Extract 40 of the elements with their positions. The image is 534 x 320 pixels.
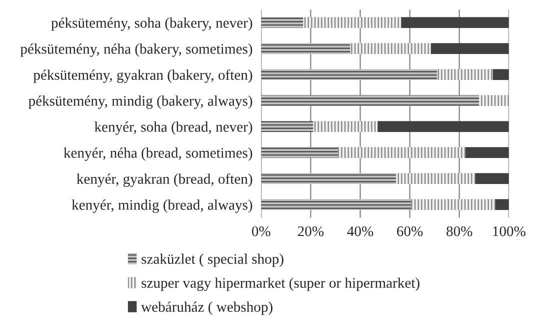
bar <box>313 121 378 132</box>
bar <box>261 121 314 132</box>
bar <box>338 147 466 158</box>
y-tick-label: péksütemény, soha (bakery, never) <box>51 18 252 31</box>
bar <box>261 199 412 210</box>
bar <box>350 43 431 54</box>
y-tick-label: kenyér, mindig (bread, always) <box>72 200 252 213</box>
bar <box>378 121 509 132</box>
bar <box>479 95 509 106</box>
x-tick-label: 80% <box>446 226 472 236</box>
x-tick-label: 0% <box>252 226 270 236</box>
bar <box>261 69 438 80</box>
bar <box>396 173 476 184</box>
bar <box>495 199 509 210</box>
bar <box>437 69 493 80</box>
bar <box>430 43 509 54</box>
bar <box>261 95 480 106</box>
bar <box>261 43 350 54</box>
bar <box>466 147 509 158</box>
bar <box>475 173 509 184</box>
legend-label: webáruház ( webshop) <box>141 302 272 315</box>
bar <box>261 17 304 28</box>
bar <box>492 69 509 80</box>
y-tick-label: péksütemény, mindig (bakery, always) <box>28 96 252 109</box>
y-tick-label: péksütemény, gyakran (bakery, often) <box>33 69 252 83</box>
y-tick-label: kenyér, gyakran (bread, often) <box>76 173 252 187</box>
bar <box>401 17 509 28</box>
legend-label: szuper vagy hipermarket (super or hipermarket) <box>142 278 420 291</box>
bar <box>261 173 396 184</box>
x-tick-label: 20% <box>298 226 324 236</box>
y-tick-label: kenyér, néha (bread, sometimes) <box>64 148 252 161</box>
legend-label: szaküzlet ( special shop) <box>142 254 284 267</box>
bar <box>303 17 402 28</box>
y-tick-label: kenyér, soha (bread, never) <box>94 122 252 135</box>
x-tick-label: 40% <box>347 226 374 236</box>
bar <box>261 147 338 158</box>
x-tick-label: 100% <box>493 226 526 236</box>
bar <box>411 199 496 210</box>
y-tick-label: péksütemény, néha (bakery, sometimes) <box>20 44 252 57</box>
x-tick-label: 60% <box>397 226 423 236</box>
